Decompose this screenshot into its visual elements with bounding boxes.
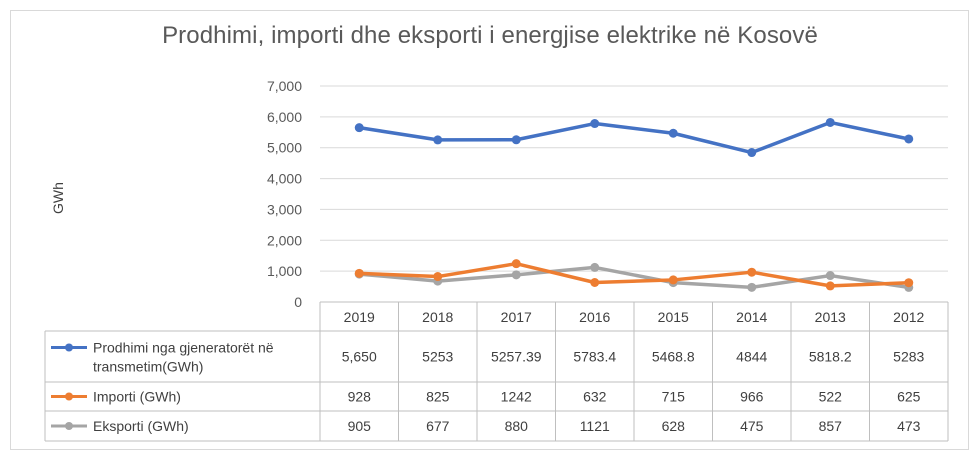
legend-label: Prodhimi nga gjeneratorët në: [93, 340, 274, 356]
legend-marker: [65, 343, 73, 352]
data-point: [433, 135, 443, 145]
data-point: [511, 135, 521, 145]
data-label: 5257.39: [491, 349, 542, 365]
x-tick-label: 2018: [422, 309, 453, 325]
legend-label: Importi (GWh): [93, 389, 181, 405]
data-label: 473: [897, 418, 921, 434]
y-tick-label: 0: [294, 294, 302, 310]
legend-label: Eksporti (GWh): [93, 418, 189, 434]
data-point: [904, 134, 914, 144]
data-label: 825: [426, 389, 450, 405]
x-tick-label: 2015: [658, 309, 689, 325]
data-point: [747, 282, 757, 292]
legend-marker: [65, 392, 73, 401]
data-point: [747, 148, 757, 158]
data-label: 905: [348, 418, 372, 434]
series-line: [357, 265, 911, 290]
data-label: 880: [505, 418, 529, 434]
data-point: [511, 259, 521, 269]
data-point: [825, 271, 835, 281]
series-lines: [354, 117, 914, 292]
data-label: 928: [348, 389, 372, 405]
chart-frame: [10, 10, 969, 450]
data-label: 677: [426, 418, 450, 434]
data-label: 522: [819, 389, 843, 405]
data-label: 1242: [501, 389, 532, 405]
data-point: [354, 268, 364, 278]
data-label: 475: [740, 418, 764, 434]
y-tick-label: 1,000: [267, 263, 302, 279]
data-label: 5283: [893, 349, 924, 365]
y-tick-labels: 0 1,000 2,000 3,000 4,000 5,000 6,000 7,000: [267, 78, 302, 310]
data-label: 628: [662, 418, 686, 434]
data-label: 632: [583, 389, 607, 405]
x-tick-label: 2019: [344, 309, 375, 325]
x-tick-label: 2014: [736, 309, 767, 325]
data-point: [904, 278, 914, 288]
data-label: 857: [819, 418, 843, 434]
series-line: [357, 261, 911, 288]
data-point: [668, 275, 678, 285]
data-label: 5783.4: [573, 349, 616, 365]
data-point: [825, 117, 835, 127]
x-tick-label: 2016: [579, 309, 610, 325]
data-point: [668, 128, 678, 138]
data-label: 5468.8: [652, 349, 695, 365]
data-point: [511, 270, 521, 280]
data-label: 966: [740, 389, 764, 405]
data-point: [590, 262, 600, 272]
y-tick-label: 7,000: [267, 78, 302, 94]
data-point: [825, 281, 835, 291]
data-label: 5,650: [342, 349, 377, 365]
data-label: 5818.2: [809, 349, 852, 365]
data-point: [590, 277, 600, 287]
data-label: 625: [897, 389, 921, 405]
data-label: 5253: [422, 349, 453, 365]
x-tick-label: 2012: [893, 309, 924, 325]
y-tick-label: 5,000: [267, 140, 302, 156]
data-point: [433, 272, 443, 282]
data-label: 4844: [736, 349, 767, 365]
gridlines: [320, 85, 948, 272]
data-label: 715: [662, 389, 686, 405]
chart-title: Prodhimi, importi dhe eksporti i energji…: [162, 22, 818, 49]
legend-label: transmetim(GWh): [93, 359, 203, 375]
data-point: [354, 123, 364, 133]
y-tick-label: 2,000: [267, 232, 302, 248]
legend-marker: [65, 422, 73, 430]
data-label: 1121: [580, 418, 610, 434]
x-tick-label: 2013: [815, 309, 846, 325]
y-tick-label: 6,000: [267, 109, 302, 125]
data-table: 2019 2018 2017 2016 2015 2014 2013 2012 Prodhimi…: [44, 301, 949, 442]
y-tick-label: 4,000: [267, 171, 302, 187]
data-point: [747, 267, 757, 277]
y-tick-label: 3,000: [267, 201, 302, 217]
data-point: [590, 119, 600, 129]
series-line: [357, 120, 911, 155]
x-tick-label: 2017: [501, 309, 532, 325]
